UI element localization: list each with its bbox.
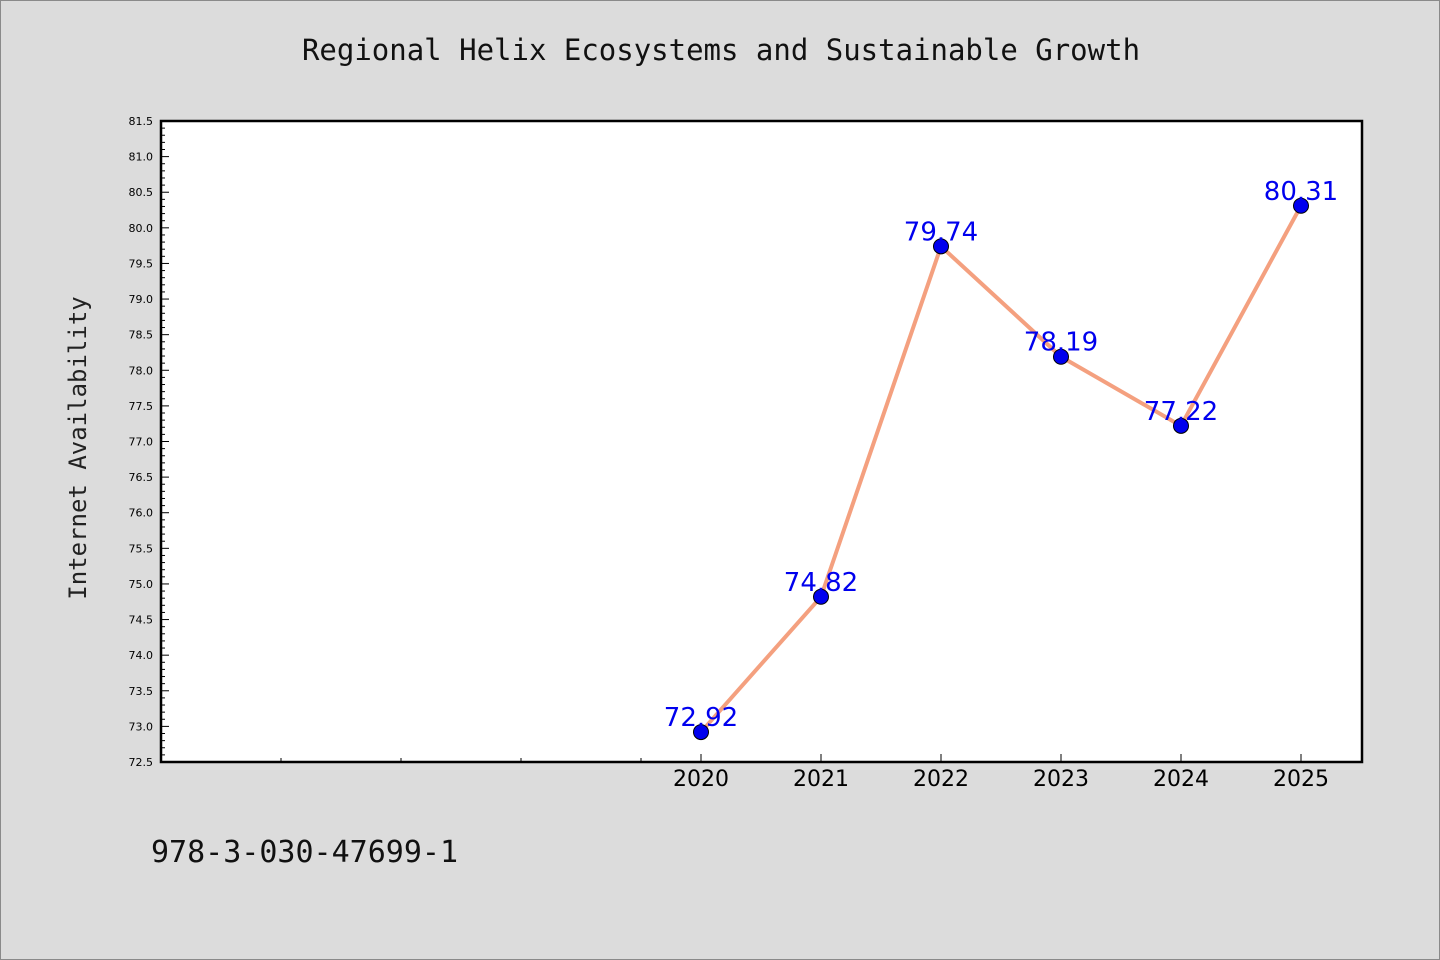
x-tick-label: 2021 [793,767,849,792]
data-point [1053,348,1069,365]
x-tick-label: 2024 [1153,767,1209,792]
data-point [933,238,949,255]
y-tick-label: 74.5 [129,614,154,627]
data-label: 72.92 [664,703,738,733]
y-tick-label: 78.5 [129,329,154,342]
isbn-identifier: 978-3-030-47699-1 [151,835,459,870]
data-point [693,724,709,741]
x-tick-label: 2020 [673,767,729,792]
x-tick-label: 2025 [1273,767,1329,792]
y-tick-label: 75.0 [129,578,154,591]
data-label: 77.22 [1144,397,1218,427]
y-tick-label: 72.5 [129,756,154,769]
chart-title: Regional Helix Ecosystems and Sustainabl… [301,33,1141,67]
y-tick-label: 73.0 [129,720,154,733]
y-tick-label: 73.5 [129,685,154,698]
data-label: 78.19 [1024,328,1098,358]
y-tick-label: 81.5 [129,115,154,128]
y-tick-label: 74.0 [129,649,154,662]
data-label: 79.74 [904,217,978,247]
y-tick-label: 76.5 [129,471,154,484]
data-point [1173,417,1189,434]
data-label: 74.82 [784,568,858,598]
series-line [699,203,1303,735]
y-tick-label: 78.0 [129,364,154,377]
x-tick-label: 2023 [1033,767,1089,792]
y-tick-label: 77.5 [129,400,154,413]
data-point [1293,197,1309,214]
y-tick-label: 79.5 [129,257,154,270]
y-tick-label: 80.5 [129,186,154,199]
data-label: 80.31 [1264,177,1338,207]
x-tick-label: 2022 [913,767,969,792]
plot-area [161,121,1362,762]
data-point [813,588,829,605]
y-tick-label: 79.0 [129,293,154,306]
y-tick-label: 80.0 [129,222,154,235]
y-tick-label: 77.0 [129,436,154,449]
y-tick-label: 75.5 [129,542,154,555]
y-tick-label: 76.0 [129,507,154,520]
plot-border [159,119,1364,764]
y-tick-label: 81.0 [129,151,154,164]
